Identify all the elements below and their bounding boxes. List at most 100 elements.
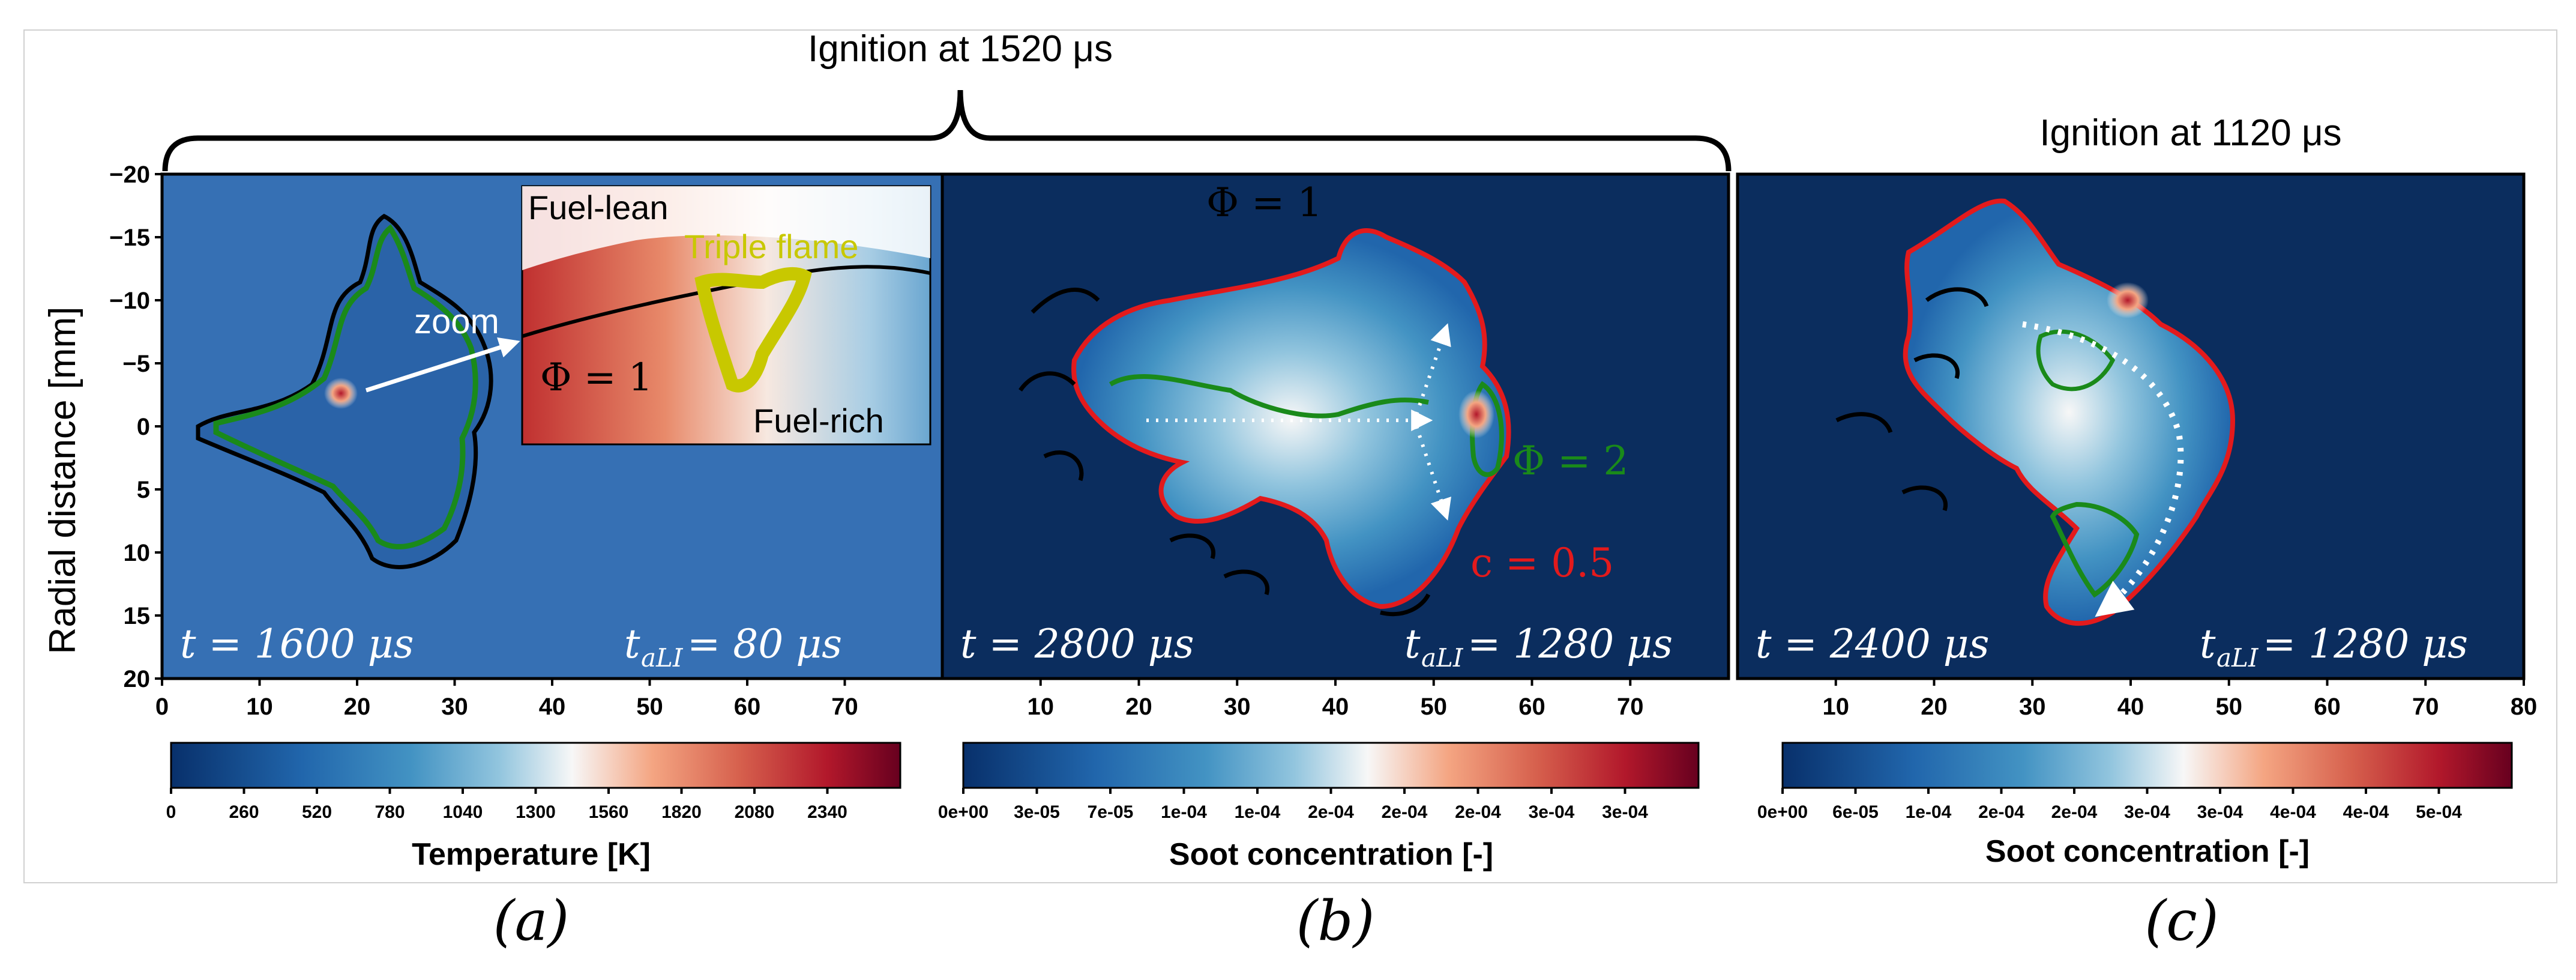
inset-phi1: Φ = 1: [540, 355, 653, 400]
y-tick-label: −20: [109, 162, 150, 188]
panel-c-x-tick-label: 10: [1823, 694, 1850, 720]
panel-c-cb-tick-label: 0e+00: [1757, 802, 1808, 822]
y-tick-label: −15: [109, 225, 150, 251]
panel-b-cb-tick-label: 2e-04: [1382, 802, 1428, 822]
panel-c-green-contour-2: [2036, 329, 2116, 392]
panel-b-x-tick-label: 50: [1421, 694, 1448, 720]
panel-a-x-tick-label: 20: [344, 694, 371, 720]
panel-a-cb-tick-label: 2340: [807, 802, 847, 822]
svg-text:= 1280 μs: = 1280 μs: [1467, 621, 1673, 667]
panel-a-x-ticks: 0 10 20 30 40 50 60 70: [155, 679, 858, 720]
panel-b-c: c = 0.5: [1470, 540, 1614, 586]
panel-a-cb-tick-label: 780: [375, 802, 405, 822]
panel-c-x-tick-label: 40: [2117, 694, 2144, 720]
brace: [162, 89, 1732, 172]
panel-c-time: t = 2400 μs: [1756, 621, 1990, 667]
y-tick-label: 20: [124, 666, 151, 692]
panel-b-cb-tick-label: 0e+00: [938, 802, 989, 822]
panel-a-flame-green: [213, 224, 478, 549]
panel-c-x-ticks: 10 20 30 40 50 60 70 80: [1823, 679, 2537, 720]
panel-c-cb-tick-label: 4e-04: [2270, 802, 2316, 822]
panel-c-cb-tick-label: 1e-04: [1906, 802, 1952, 822]
panel-a-cb-tick-label: 520: [302, 802, 332, 822]
svg-text:aLI: aLI: [1421, 643, 1464, 673]
panel-b-green-contour: [1109, 374, 1429, 419]
panel-c-caption: (c): [2144, 889, 2218, 953]
panel-a-hotspot: [324, 378, 358, 409]
zoom-inset: Fuel-lean Triple flame Φ = 1 Fuel-rich: [521, 185, 931, 446]
panel-b-caption: (b): [1296, 889, 1375, 953]
panel-b-black-contours: [1019, 288, 1431, 617]
svg-text:= 1280 μs: = 1280 μs: [2263, 621, 2468, 667]
panel-b-cb-tick-label: 7e-05: [1088, 802, 1134, 822]
panel-a-colorbar-title: Temperature [K]: [412, 837, 651, 872]
panel-a-x-tick-label: 70: [831, 694, 858, 720]
panel-a-x-tick-label: 10: [246, 694, 273, 720]
panel-c-x-tick-label: 60: [2314, 694, 2341, 720]
inset-triple-flame: Triple flame: [684, 228, 858, 265]
panel-b-cb-tick-label: 3e-04: [1602, 802, 1648, 822]
panel-b: Φ = 1 Φ = 2 c = 0.5 t = 2800 μs t aLI = …: [942, 174, 1729, 679]
panel-c-cb-tick-label: 2e-04: [2051, 802, 2098, 822]
panel-a-x-tick-label: 60: [734, 694, 761, 720]
y-tick-label: −10: [109, 288, 150, 314]
panel-b-x-tick-label: 60: [1518, 694, 1545, 720]
panel-a-cb-tick-label: 1820: [661, 802, 702, 822]
panel-c: t = 2400 μs t aLI = 1280 μs: [1738, 174, 2524, 679]
y-tick-label: 10: [124, 540, 151, 566]
panel-b-x-tick-label: 10: [1028, 694, 1055, 720]
panel-a-cb-tick-label: 0: [166, 802, 176, 822]
zoom-label: zoom: [414, 302, 499, 341]
svg-text:aLI: aLI: [641, 643, 684, 673]
panel-b-arrow-down: [1415, 426, 1451, 521]
y-tick-label: 5: [137, 477, 150, 503]
panel-c-cb-tick-label: 3e-04: [2124, 802, 2170, 822]
panel-b-cb-tick-label: 3e-04: [1529, 802, 1575, 822]
svg-text:t: t: [624, 621, 640, 667]
panel-c-cb-tick-label: 2e-04: [1978, 802, 2024, 822]
panel-b-x-tick-label: 20: [1125, 694, 1152, 720]
y-tick-label: −5: [122, 351, 150, 377]
panel-b-colorbar-ticks: 0e+00 3e-05 7e-05 1e-04 1e-04 2e-04 2e-04 2e-04…: [938, 788, 1648, 822]
panel-b-cb-tick-label: 1e-04: [1235, 802, 1281, 822]
panel-a-caption: (a): [493, 889, 570, 953]
panel-b-phi1: Φ = 1: [1206, 180, 1322, 226]
panel-a-cb-tick-label: 1300: [516, 802, 556, 822]
title-c: Ignition at 1120 μs: [2039, 112, 2341, 154]
panel-b-cb-tick-label: 3e-05: [1014, 802, 1060, 822]
panel-a-tali: t aLI = 80 μs: [624, 621, 842, 673]
panel-a-time: t = 1600 μs: [180, 621, 414, 667]
y-tick-label: 0: [137, 414, 150, 440]
panel-b-x-tick-label: 40: [1322, 694, 1349, 720]
panel-a-x-tick-label: 40: [539, 694, 566, 720]
panel-a-cb-tick-label: 1560: [589, 802, 629, 822]
title-ab: Ignition at 1520 μs: [808, 28, 1113, 70]
panel-b-hotspot: [1458, 390, 1494, 438]
panel-c-x-tick-label: 30: [2019, 694, 2046, 720]
panel-c-x-tick-label: 70: [2412, 694, 2439, 720]
panel-a-cb-tick-label: 1040: [443, 802, 483, 822]
panel-c-black-contours: [1835, 287, 1989, 512]
triple-flame-shape: [694, 267, 812, 393]
panel-a-colorbar-ticks: 0 260 520 780 1040 1300 1560 1820 2080 2340: [166, 788, 847, 822]
figure-frame: [23, 29, 2557, 883]
zoom-arrow: [365, 337, 520, 393]
panel-b-time: t = 2800 μs: [960, 621, 1194, 667]
panel-c-x-tick-label: 50: [2216, 694, 2243, 720]
panel-b-tali: t aLI = 1280 μs: [1404, 621, 1673, 673]
svg-text:aLI: aLI: [2216, 643, 2259, 673]
panel-c-cb-tick-label: 6e-05: [1832, 802, 1879, 822]
panel-b-phi2: Φ = 2: [1512, 438, 1628, 484]
panel-c-tali: t aLI = 1280 μs: [2200, 621, 2468, 673]
panel-c-cb-tick-label: 5e-04: [2416, 802, 2462, 822]
panel-c-colorbar-title: Soot concentration [-]: [1985, 834, 2310, 869]
panel-b-colorbar-title: Soot concentration [-]: [1169, 837, 1493, 872]
svg-text:t: t: [1404, 621, 1421, 667]
panel-c-green-contour: [2050, 501, 2140, 598]
panel-a-cb-tick-label: 2080: [735, 802, 775, 822]
panel-b-cb-tick-label: 1e-04: [1161, 802, 1207, 822]
y-axis-label: Radial distance [mm]: [42, 307, 83, 655]
panel-a-x-tick-label: 0: [155, 694, 169, 720]
inset-fuel-rich: Fuel-rich: [753, 402, 884, 440]
